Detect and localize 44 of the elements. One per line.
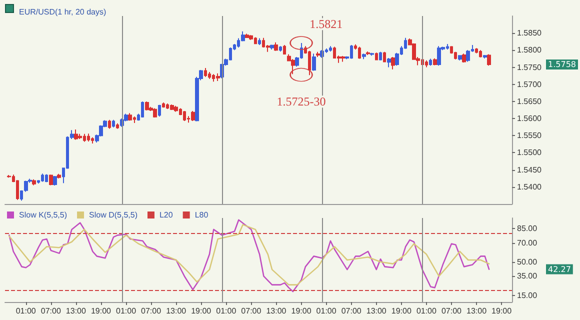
chart-title: EUR/USD(1 hr, 20 days) <box>19 8 106 16</box>
legend-label: L80 <box>194 210 209 220</box>
y-tick-label: 70.00 <box>517 238 538 248</box>
annotation: 1.5725-30 <box>276 94 326 109</box>
x-tick-label: 13:00 <box>166 306 187 316</box>
y-tick-label: 1.5650 <box>517 96 542 106</box>
x-tick-label: 01:00 <box>316 306 337 316</box>
x-tick-label: 13:00 <box>66 306 86 316</box>
x-tick-label: 01:00 <box>416 306 438 316</box>
x-tick-label: 07:00 <box>441 306 462 316</box>
y-tick-label: 1.5600 <box>517 114 542 124</box>
y-tick-label: 50.00 <box>517 257 538 266</box>
x-tick-label: 13:00 <box>266 306 287 316</box>
y-tick-label: 1.5550 <box>517 131 542 140</box>
y-tick-label: 1.5800 <box>517 46 542 55</box>
text: 42.27 <box>548 264 571 274</box>
legend-label: Slow D(5,5,5) <box>89 210 138 220</box>
legend-label: Slow K(5,5,5) <box>19 210 68 220</box>
x-tick-label: 13:00 <box>366 306 387 316</box>
x-tick-label: 01:00 <box>16 306 36 316</box>
x-tick-label: 07:00 <box>40 306 62 316</box>
y-tick-label: 15.00 <box>517 290 538 300</box>
x-tick-label: 19:00 <box>90 306 112 316</box>
y-tick-label: 1.5700 <box>517 80 542 89</box>
x-tick-label: 19:00 <box>391 306 412 316</box>
legend-label: L20 <box>159 210 174 220</box>
y-tick-label: 1.5500 <box>517 148 542 158</box>
x-tick-label: 07:00 <box>341 306 362 316</box>
x-tick-label: 19:00 <box>291 306 312 316</box>
annotation: 1.5821 <box>310 17 343 32</box>
x-tick-label: 19:00 <box>191 306 212 316</box>
x-tick-label: 13:00 <box>466 306 488 316</box>
y-tick-label: 1.5450 <box>517 165 542 174</box>
y-tick-label: 1.5400 <box>517 182 542 192</box>
x-tick-label: 07:00 <box>241 306 262 316</box>
y-tick-label: 35.00 <box>517 272 538 281</box>
x-tick-label: 01:00 <box>116 306 137 316</box>
y-tick-label: 1.5850 <box>517 28 542 38</box>
x-tick-label: 01:00 <box>216 306 237 316</box>
x-tick-label: 07:00 <box>141 306 162 316</box>
y-tick-label: 85.00 <box>517 224 538 233</box>
y-tick-label: 1.5750 <box>517 62 542 72</box>
x-tick-label: 19:00 <box>492 306 512 316</box>
text: 1.5758 <box>548 60 576 70</box>
